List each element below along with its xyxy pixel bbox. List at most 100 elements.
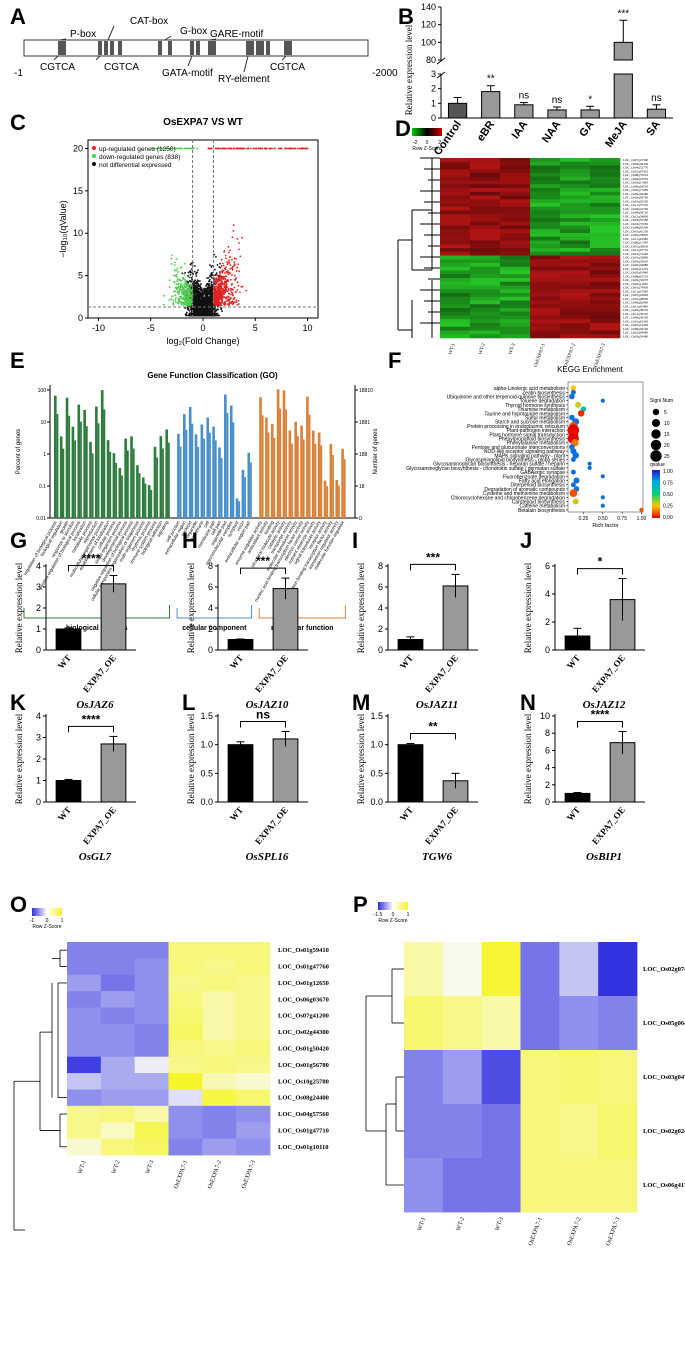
- d-heatmap-cell: [590, 240, 621, 245]
- e-ytick-label: 1: [43, 452, 46, 458]
- f-bubble: [600, 398, 605, 403]
- c-point-ns: [198, 290, 201, 293]
- b-category-label: GA: [577, 119, 596, 139]
- p-row-label: LOC_Os06g41770: [643, 1182, 685, 1189]
- p-heatmap-cell: [520, 1158, 560, 1213]
- e-ytick-label: 18810: [359, 388, 373, 394]
- cis-element-box: [190, 41, 194, 55]
- c-point-down: [177, 299, 180, 302]
- d-heatmap-cell: [500, 188, 531, 193]
- d-heatmap-cell: [500, 173, 531, 178]
- c-point-up: [232, 229, 235, 232]
- c-point-down: [177, 279, 180, 281]
- c-point-up: [216, 280, 219, 283]
- p-dendrogram: [365, 968, 404, 1186]
- c-point-ns: [210, 304, 213, 307]
- d-heatmap-cell: [560, 293, 591, 298]
- d-row-label: LOC_Os12g24800: [623, 214, 648, 218]
- c-point-up: [231, 293, 234, 296]
- p-heatmap-cell: [520, 996, 560, 1051]
- g-bar: [55, 628, 82, 651]
- d-heatmap-cell: [440, 266, 471, 271]
- d-heatmap-cell: [590, 266, 621, 271]
- d-heatmap-cell: [530, 319, 561, 324]
- d-legend-title: Row Z-Score: [412, 146, 441, 152]
- p-heatmap-cell: [559, 942, 599, 997]
- c-point-ns: [193, 285, 195, 288]
- f-bubble: [570, 385, 577, 391]
- o-row-label: LOC_Os01g59410: [278, 947, 329, 954]
- c-point-ns: [193, 270, 196, 273]
- c-point-down: [180, 295, 183, 298]
- c-point-ns: [201, 307, 204, 309]
- o-heatmap-cell: [67, 1138, 102, 1156]
- h-significance: ***: [256, 554, 270, 568]
- d-heatmap-cell: [470, 308, 501, 313]
- c-point-up: [222, 275, 225, 278]
- d-heatmap-cell: [560, 270, 591, 275]
- n-ytick-label: 10: [540, 711, 550, 721]
- c-point-ns: [204, 288, 207, 290]
- f-bubble: [587, 461, 592, 466]
- d-heatmap-cell: [590, 203, 621, 208]
- d-row-label: LOC_Os09g39120: [623, 211, 648, 215]
- c-point-up: [237, 263, 240, 266]
- c-point-down: [183, 284, 185, 286]
- c-point-up: [294, 147, 297, 150]
- c-point-down: [187, 295, 189, 298]
- c-point-up: [237, 284, 240, 287]
- c-point-up: [229, 249, 232, 252]
- c-point-ns: [210, 276, 213, 279]
- motif-label-bottom: CGTCA: [104, 62, 139, 73]
- e-bar: [259, 397, 262, 518]
- c-point-down: [189, 147, 192, 150]
- j-gene-name: OsJAZ12: [583, 699, 626, 711]
- c-legend-label: down-regulated genes (838): [99, 154, 180, 161]
- o-heatmap-cell: [168, 1138, 203, 1156]
- d-heatmap-cell: [440, 229, 471, 234]
- e-bar: [291, 443, 293, 518]
- g-ytick-label: 1: [36, 624, 41, 634]
- c-point-ns: [207, 309, 210, 312]
- e-bar: [106, 440, 110, 518]
- e-bar: [65, 397, 69, 518]
- j-ytick-label: 4: [545, 589, 550, 599]
- c-point-down: [181, 288, 184, 291]
- p-column-label: OsEXPA7-2: [567, 1217, 583, 1247]
- d-heatmap-cell: [530, 233, 561, 238]
- e-bar: [206, 417, 210, 518]
- p-heatmap-cell: [598, 942, 638, 997]
- c-point-ns: [216, 264, 219, 266]
- c-point-up: [223, 304, 226, 306]
- f-term-label: Diterpenoid biosynthesis: [511, 483, 566, 489]
- d-heatmap-cell: [530, 218, 561, 223]
- c-point-up: [227, 292, 230, 295]
- p-heatmap-cell: [559, 1104, 599, 1159]
- d-heatmap-cell: [590, 173, 621, 178]
- c-point-up: [222, 264, 225, 267]
- c-point-up: [218, 285, 221, 288]
- d-heatmap-cell: [530, 263, 561, 268]
- d-row-label: LOC_Os11g37310: [623, 203, 648, 207]
- e-bar: [297, 436, 299, 518]
- c-point-down: [184, 262, 186, 265]
- d-heatmap-cell: [470, 218, 501, 223]
- c-point-down: [186, 301, 189, 304]
- c-point-ns: [214, 310, 217, 313]
- c-point-down: [163, 294, 165, 297]
- e-bar: [250, 462, 252, 518]
- e-bar: [323, 480, 327, 518]
- d-row-label: LOC_Os12g07710: [623, 248, 648, 252]
- d-heatmap-cell: [560, 191, 591, 196]
- c-point-down: [183, 286, 186, 289]
- f-term-label: Zeatin biosynthesis: [522, 390, 565, 396]
- c-point-ns: [197, 292, 200, 295]
- f-bubble: [569, 489, 578, 497]
- l-significance: ns: [256, 707, 270, 721]
- n-gene-name: OsBIP1: [586, 851, 622, 863]
- f-size-legend-title: Signi Num: [650, 398, 673, 404]
- c-point-up: [213, 293, 215, 296]
- d-heatmap-cell: [470, 296, 501, 301]
- c-point-ns: [202, 312, 205, 314]
- p-heatmap-cell: [442, 1104, 483, 1159]
